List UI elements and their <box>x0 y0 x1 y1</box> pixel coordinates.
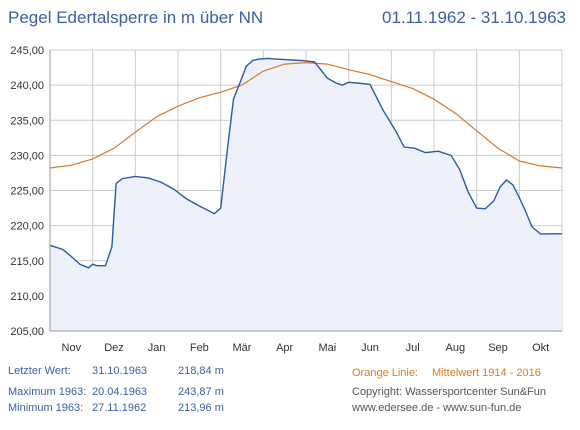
min-value: 213,96 m <box>178 402 224 414</box>
x-tick-label: Sep <box>488 342 508 354</box>
x-tick-label: Okt <box>532 342 549 354</box>
x-tick-labels: Nov Dez Jan Feb Mär Apr Mai Jun Jul Aug Sep Okt <box>62 342 550 354</box>
x-tick-label: Dez <box>104 342 124 354</box>
x-tick-label: Apr <box>276 342 293 354</box>
x-tick-label: Aug <box>446 342 466 354</box>
y-tick-label: 240,00 <box>10 80 44 92</box>
x-tick-label: Mai <box>318 342 336 354</box>
legend-orange-label: Orange Linie: <box>352 367 419 379</box>
legend-orange-text: Mittelwert 1914 - 2016 <box>432 367 541 379</box>
x-tick-label: Jul <box>406 342 420 354</box>
max-date: 20.04.1963 <box>92 386 148 398</box>
last-value-date: 31.10.1963 <box>92 365 148 377</box>
y-tick-label: 245,00 <box>10 45 44 57</box>
x-tick-label: Mär <box>233 342 252 354</box>
x-tick-label: Feb <box>190 342 209 354</box>
axis-layer <box>49 50 562 332</box>
mean-line <box>49 61 563 169</box>
max-value: 243,87 m <box>178 386 224 398</box>
y-tick-labels: 205,00 210,00 215,00 220,00 225,00 230,00 235,… <box>10 45 44 338</box>
max-label: Maximum 1963: <box>8 386 87 398</box>
y-tick-label: 230,00 <box>10 150 44 162</box>
y-tick-label: 225,00 <box>10 186 44 198</box>
level-line <box>49 57 562 269</box>
x-tick-label: Nov <box>62 342 82 354</box>
y-tick-label: 235,00 <box>10 115 44 127</box>
last-value-label: Letzter Wert: <box>8 365 71 377</box>
y-tick-label: 205,00 <box>10 326 44 338</box>
x-tick-label: Jan <box>148 342 166 354</box>
min-label: Minimum 1963: <box>8 402 84 414</box>
chart-title: Pegel Edertalsperre in m über NN <box>8 8 264 27</box>
level-area-fill <box>50 58 562 332</box>
y-tick-label: 220,00 <box>10 221 44 233</box>
y-tick-label: 210,00 <box>10 291 44 303</box>
copyright-line: Copyright: Wassersportcenter Sun&Fun <box>352 386 547 398</box>
y-tick-label: 215,00 <box>10 256 44 268</box>
min-date: 27.11.1962 <box>92 402 147 414</box>
x-tick-label: Jun <box>361 342 379 354</box>
date-range: 01.11.1962 - 31.10.1963 <box>381 8 566 27</box>
last-value-amount: 218,84 m <box>178 365 224 377</box>
website-links: www.edersee.de - www.sun-fun.de <box>352 402 522 414</box>
